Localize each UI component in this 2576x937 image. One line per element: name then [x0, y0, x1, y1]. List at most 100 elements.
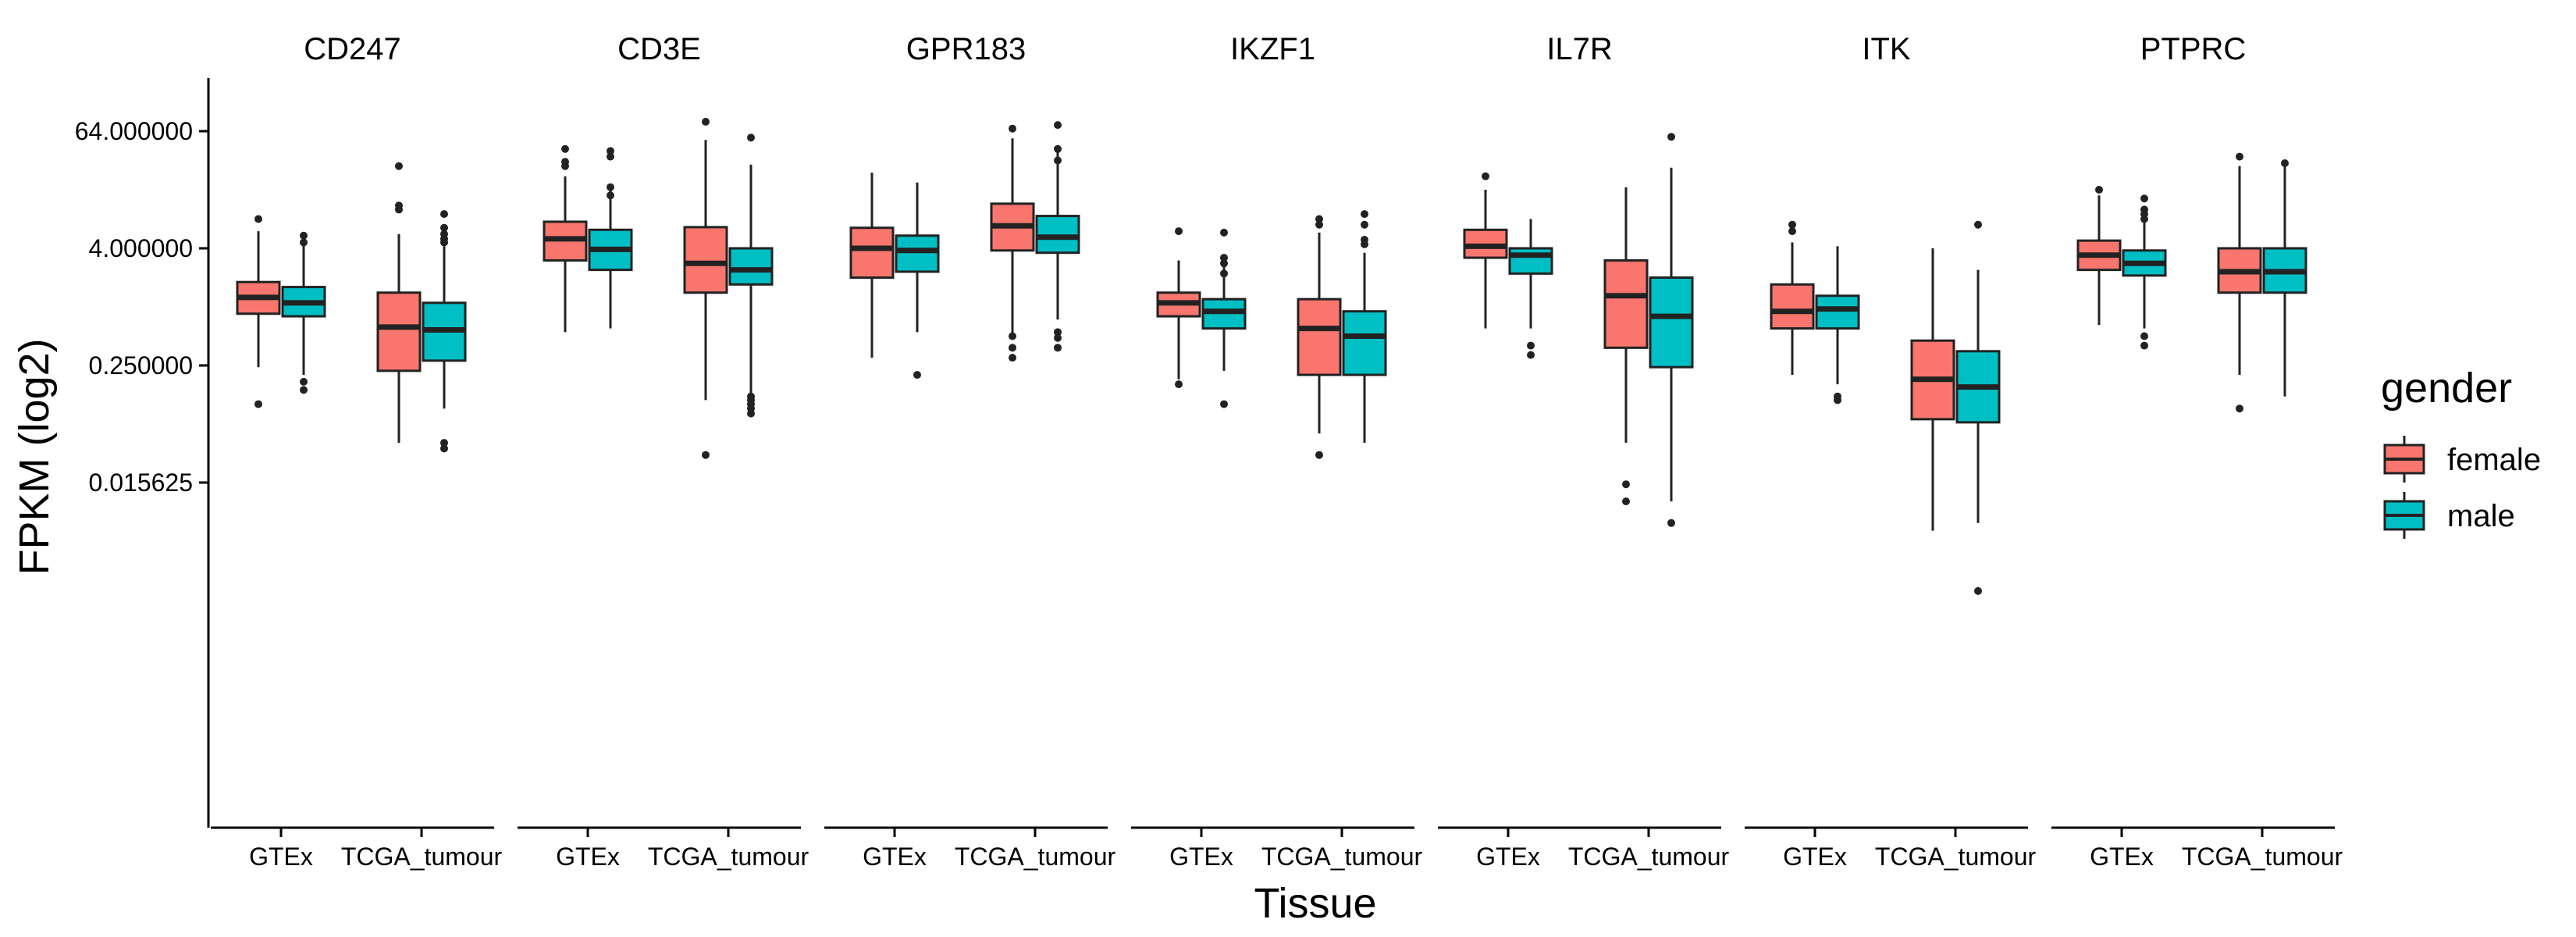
- outlier-point: [1054, 144, 1062, 153]
- legend: gender female male: [2381, 365, 2541, 539]
- x-tick-label: TCGA_tumour: [2182, 843, 2343, 871]
- outlier-point: [1974, 586, 1982, 595]
- box: [990, 124, 1035, 362]
- outlier-point: [1315, 451, 1323, 459]
- outlier-point: [300, 238, 308, 247]
- outlier-point: [1009, 344, 1016, 352]
- facet-panel: PTPRC GTEx TCGA_tumour: [2051, 32, 2343, 871]
- box: [376, 162, 422, 444]
- x-tick-label: GTEx: [249, 843, 313, 871]
- box-body: [1649, 276, 1694, 369]
- box-body: [1815, 294, 1860, 330]
- box: [1603, 187, 1649, 506]
- box: [1201, 228, 1247, 408]
- outlier-point: [300, 386, 308, 394]
- outlier-point: [1054, 344, 1062, 352]
- x-tick-label: GTEx: [1476, 843, 1540, 871]
- box-body: [895, 234, 940, 273]
- box: [543, 144, 588, 333]
- outlier-point: [1220, 269, 1228, 278]
- box: [281, 231, 326, 394]
- x-tick-label: GTEx: [556, 843, 620, 871]
- y-tick-label: 0.015625: [89, 468, 193, 497]
- facet-panel: IL7R GTEx TCGA_tumour: [1438, 32, 1729, 871]
- outlier-point: [561, 144, 569, 153]
- legend-title: gender: [2381, 365, 2512, 411]
- legend-key: [2383, 436, 2425, 483]
- facet-panel: GPR183 GTEx TCGA_tumour: [824, 32, 1115, 871]
- facet-panel: IKZF1 GTEx TCGA_tumour: [1131, 32, 1422, 871]
- outlier-point: [747, 392, 755, 401]
- y-tick-label: 64.000000: [75, 117, 193, 145]
- y-axis: 64.000000 4.000000 0.250000 0.015625: [75, 78, 210, 828]
- outlier-point: [1175, 227, 1183, 236]
- box: [849, 173, 895, 358]
- facet-panel: CD247 GTEx TCGA_tumour: [211, 32, 502, 871]
- box: [728, 134, 774, 418]
- box: [422, 210, 467, 453]
- outlier-point: [1482, 172, 1489, 180]
- outlier-point: [1220, 228, 1228, 237]
- x-tick-label: GTEx: [2090, 843, 2154, 871]
- outlier-point: [440, 210, 448, 219]
- outlier-point: [395, 162, 403, 170]
- outlier-point: [300, 377, 308, 386]
- outlier-point: [1220, 259, 1228, 268]
- box: [1508, 219, 1553, 359]
- outlier-point: [2236, 404, 2243, 413]
- outlier-point: [2236, 152, 2243, 161]
- facet-title: PTPRC: [2140, 32, 2247, 66]
- outlier-point: [2281, 159, 2289, 167]
- outlier-point: [2140, 332, 2148, 340]
- x-tick-label: TCGA_tumour: [341, 843, 503, 871]
- outlier-point: [561, 158, 569, 166]
- box: [1035, 121, 1080, 352]
- outlier-point: [1315, 220, 1323, 229]
- facet-title: GPR183: [906, 32, 1026, 66]
- x-tick-label: TCGA_tumour: [1875, 843, 2037, 871]
- outlier-point: [1667, 518, 1675, 527]
- box-body: [1035, 215, 1080, 255]
- outlier-point: [440, 444, 448, 453]
- box: [2076, 186, 2122, 326]
- box-body: [849, 226, 895, 280]
- outlier-point: [2140, 205, 2148, 214]
- outlier-point: [2140, 341, 2148, 350]
- outlier-point: [1054, 156, 1062, 165]
- legend-label: female: [2447, 443, 2541, 477]
- outlier-point: [1361, 236, 1368, 244]
- x-tick-label: TCGA_tumour: [1568, 843, 1730, 871]
- box: [2217, 152, 2262, 413]
- outlier-point: [2095, 186, 2103, 194]
- outlier-point: [1009, 124, 1016, 133]
- outlier-point: [2140, 194, 2148, 203]
- outlier-point: [1527, 351, 1535, 359]
- outlier-point: [607, 147, 614, 155]
- outlier-point: [702, 451, 710, 459]
- box: [1297, 215, 1342, 459]
- box: [895, 182, 940, 379]
- box: [683, 117, 728, 459]
- box-body: [376, 291, 422, 372]
- outlier-point: [1667, 133, 1675, 141]
- box-body: [728, 247, 774, 286]
- outlier-point: [440, 439, 448, 447]
- outlier-point: [1622, 497, 1630, 506]
- facet-title: CD3E: [617, 32, 701, 66]
- outlier-point: [1009, 332, 1016, 340]
- outlier-point: [254, 400, 262, 408]
- box: [1156, 227, 1201, 389]
- outlier-point: [300, 231, 308, 240]
- outlier-point: [395, 201, 403, 210]
- outlier-point: [607, 183, 614, 191]
- outlier-point: [1054, 328, 1062, 337]
- outlier-point: [1622, 480, 1630, 489]
- x-tick-label: GTEx: [863, 843, 927, 871]
- box-body: [683, 226, 728, 294]
- box: [1342, 210, 1387, 444]
- box: [1463, 172, 1508, 329]
- outlier-point: [1054, 121, 1062, 130]
- box: [1910, 248, 1955, 531]
- box: [2262, 159, 2307, 397]
- outlier-point: [254, 215, 262, 223]
